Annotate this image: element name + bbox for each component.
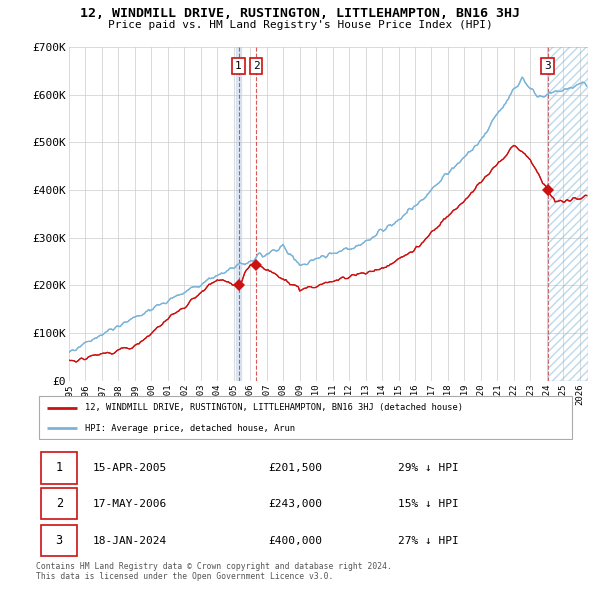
FancyBboxPatch shape (39, 396, 572, 439)
Text: 17-MAY-2006: 17-MAY-2006 (92, 499, 167, 509)
Text: £400,000: £400,000 (268, 536, 322, 546)
Text: 1: 1 (235, 61, 242, 71)
Text: £201,500: £201,500 (268, 463, 322, 473)
Bar (548, 47, 588, 381)
Text: 15-APR-2005: 15-APR-2005 (92, 463, 167, 473)
Text: Contains HM Land Registry data © Crown copyright and database right 2024.
This d: Contains HM Land Registry data © Crown c… (36, 562, 392, 581)
Text: Price paid vs. HM Land Registry's House Price Index (HPI): Price paid vs. HM Land Registry's House … (107, 20, 493, 30)
Text: 2: 2 (253, 61, 260, 71)
Text: 29% ↓ HPI: 29% ↓ HPI (398, 463, 458, 473)
Text: 12, WINDMILL DRIVE, RUSTINGTON, LITTLEHAMPTON, BN16 3HJ: 12, WINDMILL DRIVE, RUSTINGTON, LITTLEHA… (80, 7, 520, 20)
Text: 3: 3 (56, 534, 63, 548)
FancyBboxPatch shape (41, 525, 77, 556)
FancyBboxPatch shape (41, 488, 77, 519)
Text: HPI: Average price, detached house, Arun: HPI: Average price, detached house, Arun (85, 424, 295, 432)
Text: 18-JAN-2024: 18-JAN-2024 (92, 536, 167, 546)
Bar (548, 47, 588, 381)
Text: 2: 2 (56, 497, 63, 510)
Bar (236, 47, 241, 381)
Text: 3: 3 (544, 61, 551, 71)
Text: 27% ↓ HPI: 27% ↓ HPI (398, 536, 458, 546)
Text: £243,000: £243,000 (268, 499, 322, 509)
Text: 12, WINDMILL DRIVE, RUSTINGTON, LITTLEHAMPTON, BN16 3HJ (detached house): 12, WINDMILL DRIVE, RUSTINGTON, LITTLEHA… (85, 403, 463, 412)
Text: 1: 1 (56, 461, 63, 474)
Text: 15% ↓ HPI: 15% ↓ HPI (398, 499, 458, 509)
FancyBboxPatch shape (41, 452, 77, 484)
